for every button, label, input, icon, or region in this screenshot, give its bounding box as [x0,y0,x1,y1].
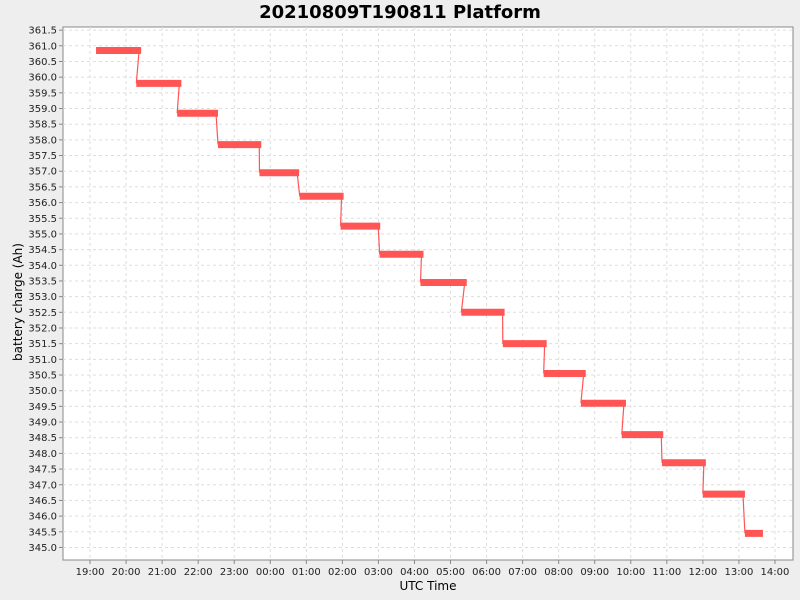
y-tick-label: 348.0 [28,449,57,460]
y-tick-label: 351.0 [28,355,57,366]
series-battery-charge [96,47,763,537]
x-tick-label: 07:00 [508,567,537,578]
y-tick-label: 359.0 [28,104,57,115]
chart-title: 20210809T190811 Platform [259,2,541,23]
x-tick-label: 22:00 [184,567,213,578]
x-tick-label: 02:00 [328,567,357,578]
y-tick-label: 356.5 [28,182,57,193]
series-connector [296,172,301,197]
y-tick-label: 352.0 [28,323,57,334]
y-tick-label: 350.5 [28,371,57,382]
y-tick-label: 349.0 [28,418,57,429]
y-tick-label: 346.5 [28,496,57,507]
y-tick-label: 358.5 [28,120,57,131]
y-tick-label: 358.0 [28,135,57,146]
x-tick-label: 11:00 [652,567,681,578]
x-tick-label: 14:00 [761,567,790,578]
series-connector [339,196,343,227]
y-tick-label: 360.0 [28,73,57,84]
x-tick-label: 19:00 [76,567,105,578]
y-tick-label: 360.5 [28,57,57,68]
x-tick-label: 01:00 [292,567,321,578]
x-axis: 19:00 20:00 21:00 22:00 23:00 00:00 01:00 02:00… [76,560,790,578]
y-tick-label: 346.0 [28,512,57,523]
y-tick-label: 357.0 [28,167,57,178]
y-tick-label: 353.5 [28,276,57,287]
y-axis-label: battery charge (Ah) [11,243,25,361]
x-tick-label: 13:00 [725,567,754,578]
x-tick-label: 12:00 [688,567,717,578]
y-tick-label: 351.5 [28,339,57,350]
x-tick-label: 05:00 [436,567,465,578]
y-tick-label: 355.5 [28,214,57,225]
y-tick-label: 354.0 [28,261,57,272]
series-connector [460,282,466,313]
x-tick-label: 20:00 [112,567,141,578]
series-connector [621,403,625,435]
y-tick-label: 361.5 [28,26,57,37]
series-connector [543,343,546,374]
y-tick-label: 352.5 [28,308,57,319]
x-tick-label: 10:00 [616,567,645,578]
y-tick-label: 357.5 [28,151,57,162]
y-tick-label: 356.0 [28,198,57,209]
series-connector [377,226,381,255]
series-connector [135,50,140,84]
x-tick-label: 08:00 [544,567,573,578]
x-tick-label: 00:00 [256,567,285,578]
y-tick-label: 348.5 [28,433,57,444]
y-tick-label: 345.5 [28,527,57,538]
y-tick-label: 345.0 [28,543,57,554]
y-tick-label: 355.0 [28,229,57,240]
x-tick-label: 06:00 [472,567,501,578]
x-tick-label: 09:00 [580,567,609,578]
series-connector [215,113,219,145]
series-connector [742,494,746,534]
y-tick-label: 353.0 [28,292,57,303]
x-tick-label: 23:00 [220,567,249,578]
x-tick-label: 04:00 [400,567,429,578]
series-connector [419,254,423,283]
x-tick-label: 21:00 [148,567,177,578]
y-tick-label: 354.5 [28,245,57,256]
y-axis: 345.0 345.5 346.0 346.5 347.0 347.5 348.0 348.5… [28,26,63,554]
x-axis-label: UTC Time [400,579,457,593]
grid-lines [63,27,793,560]
y-tick-label: 347.0 [28,480,57,491]
series-connector [580,373,585,404]
y-tick-label: 347.5 [28,465,57,476]
y-tick-label: 361.0 [28,41,57,52]
y-tick-label: 350.0 [28,386,57,397]
plot-area [62,26,794,561]
y-tick-label: 359.5 [28,88,57,99]
series-connector [660,434,663,463]
series-connector [176,83,180,114]
y-tick-label: 349.5 [28,402,57,413]
series-connector [702,462,705,495]
x-tick-label: 03:00 [364,567,393,578]
